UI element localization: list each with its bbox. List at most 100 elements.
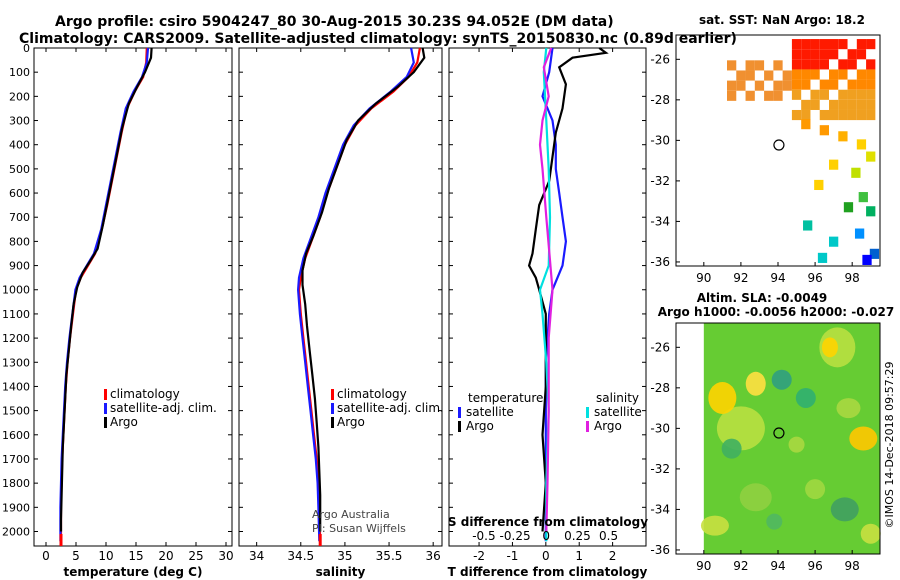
sst-pixel xyxy=(829,39,839,50)
sst-pixel xyxy=(791,109,802,121)
legend-swatch xyxy=(104,417,107,428)
sst-pixel xyxy=(801,109,811,121)
legend-swatch xyxy=(104,403,107,414)
map-y-label: -36 xyxy=(650,255,670,269)
x-tick-label: 34.5 xyxy=(287,549,314,563)
sst-pixel xyxy=(745,60,755,71)
map-x-label: 98 xyxy=(845,559,860,573)
sst-pixel xyxy=(856,109,867,121)
salinity-frame xyxy=(238,47,443,547)
depth-tick-label: 1800 xyxy=(2,477,30,490)
sst-pixel xyxy=(843,202,854,213)
sla-map-title: Altim. SLA: -0.0049 xyxy=(697,291,828,305)
x-tick-label: 0 xyxy=(42,549,50,563)
map-x-label: 94 xyxy=(770,271,785,285)
legend-label: satellite xyxy=(466,405,514,419)
sla-blob xyxy=(830,497,859,522)
legend-right-title: salinity xyxy=(596,391,639,405)
legend-label: climatology xyxy=(337,387,407,401)
salinity-xlabel: salinity xyxy=(316,565,366,579)
sst-pixel xyxy=(764,90,774,101)
sst-pixel xyxy=(791,39,802,50)
sst-pixel xyxy=(810,59,820,70)
legend-label: satellite-adj. clim. xyxy=(337,401,444,415)
map-y-label: -26 xyxy=(650,52,670,66)
sst-pixel xyxy=(838,89,848,100)
x-tick-label: 20 xyxy=(158,549,173,563)
map-x-label: 90 xyxy=(696,271,711,285)
sst-pixel xyxy=(754,80,765,91)
x-tick-label: 36 xyxy=(426,549,441,563)
sla-blob xyxy=(708,381,737,414)
depth-tick-label: 1200 xyxy=(2,332,30,345)
sst-pixel xyxy=(856,139,867,150)
sst-pixel xyxy=(866,99,876,110)
sst-pixel xyxy=(866,69,876,80)
sst-pixel xyxy=(856,99,867,110)
sst-pixel xyxy=(773,90,783,101)
temperature-frame xyxy=(33,47,233,547)
sst-pixel xyxy=(829,236,839,247)
sst-pixel xyxy=(791,89,802,100)
sst-pixel xyxy=(801,79,811,90)
s-tick-label: -0.5 xyxy=(472,529,495,543)
annotation-line1: Argo Australia xyxy=(312,508,390,521)
sst-pixel xyxy=(866,79,876,90)
map-x-label: 94 xyxy=(770,559,785,573)
legend-swatch xyxy=(104,389,107,400)
sst-pixel xyxy=(801,59,811,70)
map-x-label: 92 xyxy=(733,271,748,285)
s-tick-label: 0 xyxy=(542,529,550,543)
sst-pixel xyxy=(819,125,829,136)
argo-location-marker xyxy=(773,139,785,151)
map-y-label: -28 xyxy=(650,381,670,395)
depth-tick-label: 0 xyxy=(23,42,30,55)
s-tick-label: 0.5 xyxy=(599,529,618,543)
temperature-xlabel: temperature (deg C) xyxy=(64,565,203,579)
sla-blob xyxy=(821,337,838,358)
sst-pixel xyxy=(847,49,857,60)
sst-pixel xyxy=(847,89,857,100)
sla-blob xyxy=(849,426,878,451)
legend-swatch xyxy=(331,417,334,428)
sst-pixel xyxy=(791,59,802,70)
map-x-label: 90 xyxy=(696,559,711,573)
legend-swatch xyxy=(586,407,589,418)
sla-blob xyxy=(836,398,861,419)
map-x-label: 96 xyxy=(807,271,822,285)
depth-tick-label: 800 xyxy=(9,235,30,248)
title-line2: Climatology: CARS2009. Satellite-adjuste… xyxy=(19,31,737,47)
depth-tick-label: 600 xyxy=(9,187,30,200)
map-y-label: -30 xyxy=(650,421,670,435)
sst-pixel xyxy=(858,192,868,203)
sst-pixel xyxy=(866,59,876,70)
depth-tick-label: 2000 xyxy=(2,525,30,538)
legend-left-title: temperature xyxy=(468,391,543,405)
legend-swatch xyxy=(458,421,461,432)
sla-map-subtitle: Argo h1000: -0.0056 h2000: -0.027 xyxy=(658,305,894,319)
sst-pixel xyxy=(847,79,857,90)
sst-pixel xyxy=(803,220,813,231)
sst-pixel xyxy=(819,79,829,90)
depth-tick-label: 900 xyxy=(9,260,30,273)
map-x-label: 92 xyxy=(733,559,748,573)
x-tick-label: -1 xyxy=(506,549,518,563)
depth-tick-label: 400 xyxy=(9,139,30,152)
sst-pixel xyxy=(819,59,829,70)
sst-pixel xyxy=(866,89,876,100)
legend-swatch xyxy=(331,389,334,400)
argo-location-marker xyxy=(773,427,785,439)
map-y-label: -36 xyxy=(650,543,670,557)
depth-tick-label: 1300 xyxy=(2,356,30,369)
map-x-label: 96 xyxy=(807,559,822,573)
depth-tick-label: 300 xyxy=(9,115,30,128)
sst-pixel xyxy=(773,80,783,91)
depth-tick-label: 1900 xyxy=(2,501,30,514)
x-tick-label: 10 xyxy=(98,549,113,563)
sst-map-title: sat. SST: NaN Argo: 18.2 xyxy=(699,13,865,27)
sla-blob xyxy=(700,515,729,536)
depth-tick-label: 1400 xyxy=(2,380,30,393)
sst-pixel xyxy=(838,131,848,142)
x-tick-label: 35 xyxy=(337,549,352,563)
sst-pixel xyxy=(810,39,820,50)
